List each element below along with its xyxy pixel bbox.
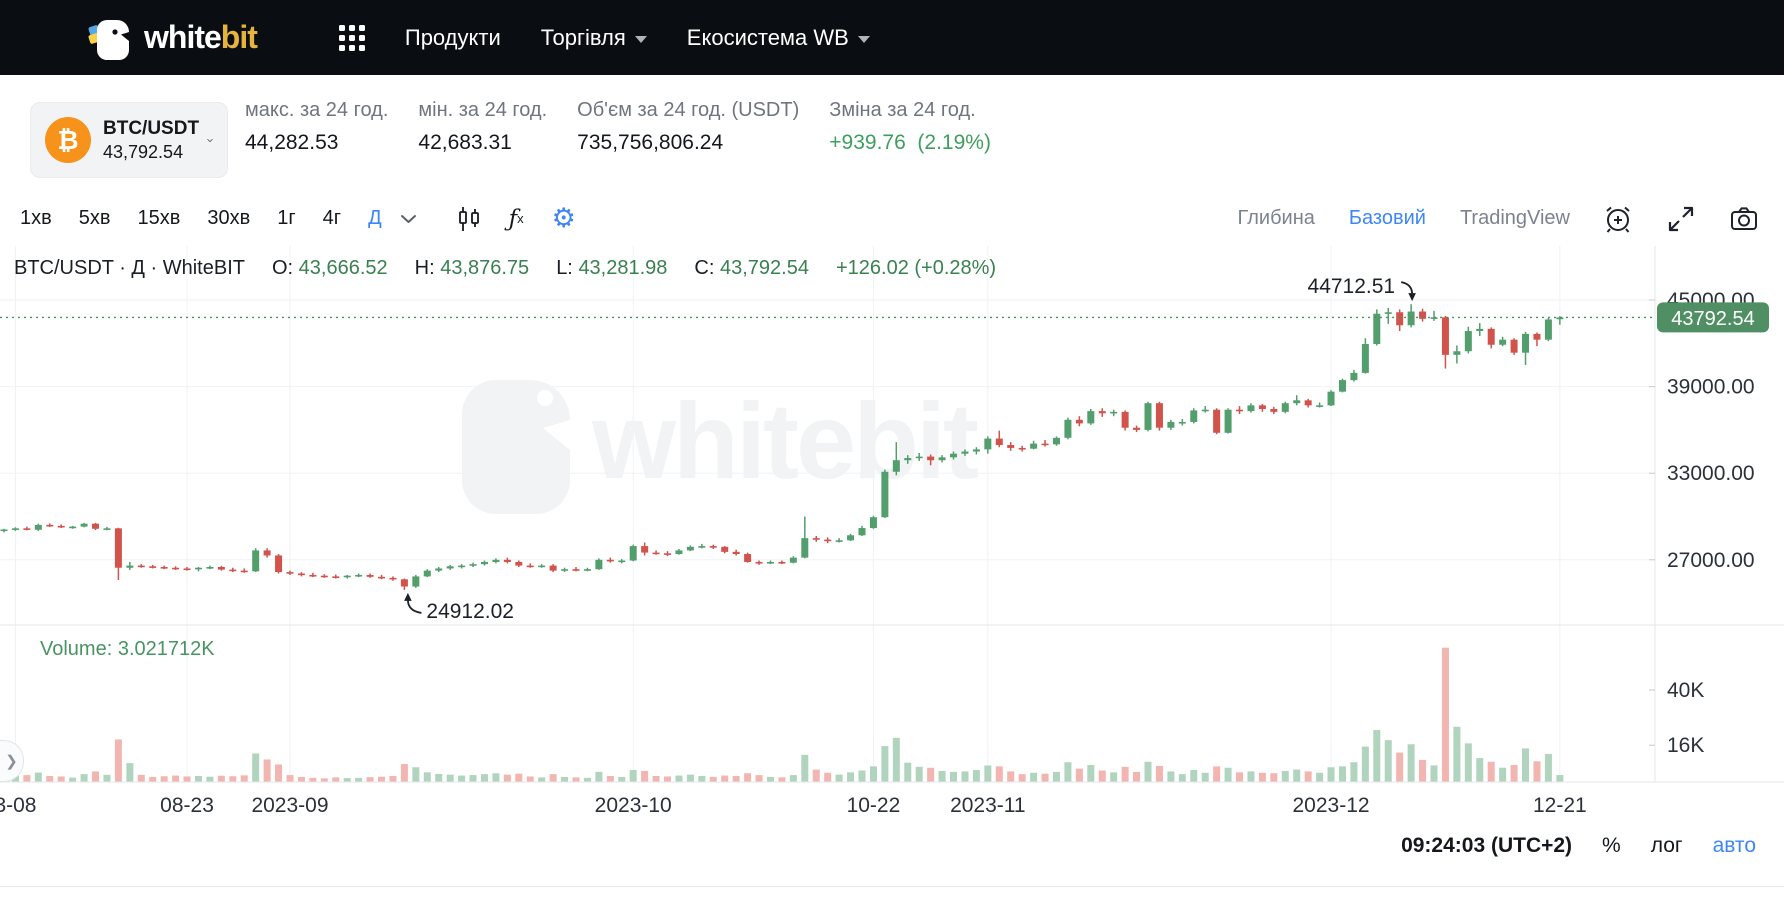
svg-text:2023-10: 2023-10 (595, 794, 672, 817)
svg-text:40K: 40K (1667, 679, 1704, 702)
timeframe-30m[interactable]: 30хв (207, 207, 251, 229)
volume-indicator-label: Volume: 3.021712K (40, 638, 215, 660)
snapshot-camera-icon[interactable] (1728, 204, 1760, 234)
svg-text:24912.02: 24912.02 (426, 600, 514, 623)
legend-change: +126.02 (+0.28%) (835, 257, 997, 279)
svg-text:2023-12: 2023-12 (1293, 794, 1370, 817)
chart-status-bar: 09:24:03 (UTC+2) % лог авто (1401, 834, 1756, 858)
settings-gear-icon[interactable]: ⚙ (551, 203, 576, 234)
pair-selector[interactable]: ₿ BTC/USDT 43,792.54 (30, 102, 228, 178)
time-axis[interactable]: 3-08 08-23 2023-09 2023-10 10-22 2023-11 2023-… (0, 794, 1587, 817)
left-panel-expander[interactable]: ❯ (0, 740, 24, 782)
tab-basic[interactable]: Базовий (1348, 207, 1426, 229)
legend-symbol: BTC/USDT · Д · WhiteBIT (14, 257, 245, 279)
top-navbar: whitebit Продукти Торгівля Екосистема WB (0, 0, 1784, 75)
chevron-down-icon (634, 35, 647, 43)
timeframe-5m[interactable]: 5хв (78, 207, 111, 229)
ohlc-legend: BTC/USDT · Д · WhiteBIT O: 43,666.52 H: … (14, 257, 997, 279)
stat-high-24h: макс. за 24 год. 44,282.53 (245, 99, 389, 154)
candle-style-icon[interactable] (457, 206, 481, 232)
svg-text:33000.00: 33000.00 (1667, 462, 1755, 485)
chart-widget: whitebit 44712.51 24912.02 45000.00 39000.00… (0, 246, 1784, 898)
stat-low-24h: мін. за 24 год. 42,683.31 (418, 99, 548, 154)
legend-high: 43,876.75 (440, 257, 530, 279)
svg-text:2023-11: 2023-11 (950, 794, 1026, 817)
fullscreen-icon[interactable] (1666, 204, 1696, 234)
tab-depth[interactable]: Глибина (1237, 207, 1315, 229)
timeframe-4h[interactable]: 4г (322, 207, 342, 229)
btc-icon: ₿ (45, 117, 91, 163)
svg-text:3-08: 3-08 (0, 794, 36, 817)
ticker-bar: ₿ BTC/USDT 43,792.54 макс. за 24 год. 44… (0, 75, 1784, 192)
svg-text:27000.00: 27000.00 (1667, 549, 1755, 572)
volume-axis: 40K 16K (1649, 679, 1704, 757)
ticker-stats: макс. за 24 год. 44,282.53 мін. за 24 го… (245, 99, 991, 155)
timeframe-15m[interactable]: 15хв (137, 207, 181, 229)
svg-text:39000.00: 39000.00 (1667, 376, 1755, 399)
chevron-down-icon (207, 138, 213, 142)
stat-volume-24h: Об'єм за 24 год. (USDT) 735,756,806.24 (577, 99, 800, 154)
toolbar-right: Глибина Базовий TradingView (1204, 191, 1760, 246)
log-scale-toggle[interactable]: лог (1650, 834, 1683, 857)
svg-text:44712.51: 44712.51 (1308, 275, 1396, 298)
whitebit-logo-text: whitebit (144, 19, 258, 55)
svg-text:2023-09: 2023-09 (251, 794, 328, 817)
whitebit-bird-icon (88, 19, 129, 60)
nav-item-products[interactable]: Продукти (404, 24, 501, 50)
legend-open: 43,666.52 (298, 257, 388, 279)
watermark: whitebit (462, 380, 981, 514)
svg-text:10-22: 10-22 (847, 794, 901, 817)
apps-grid-icon[interactable] (338, 24, 365, 51)
svg-text:whitebit: whitebit (591, 380, 978, 501)
bottom-divider (0, 886, 1784, 887)
tab-tradingview[interactable]: TradingView (1459, 207, 1570, 229)
chevron-down-icon (857, 35, 870, 43)
whitebit-logo[interactable]: whitebit (88, 16, 258, 60)
legend-close: 43,792.54 (719, 257, 809, 279)
svg-text:08-23: 08-23 (160, 794, 214, 817)
price-alert-icon[interactable] (1602, 203, 1634, 235)
timeframe-1d[interactable]: Д (368, 207, 382, 229)
svg-text:43792.54: 43792.54 (1671, 308, 1754, 330)
clock-utc: 09:24:03 (UTC+2) (1401, 834, 1573, 857)
svg-text:12-21: 12-21 (1533, 794, 1587, 817)
candles-series (0, 304, 1564, 590)
legend-low: 43,281.98 (578, 257, 668, 279)
price-chart-canvas[interactable]: whitebit44712.5124912.0245000.0039000.00… (0, 246, 1784, 898)
pair-price: 43,792.54 (103, 141, 184, 162)
price-annotations: 44712.51 24912.02 (404, 275, 1416, 623)
timeframe-dropdown-icon[interactable] (400, 214, 417, 224)
pair-name: BTC/USDT (103, 117, 200, 139)
percent-scale-toggle[interactable]: % (1602, 834, 1621, 857)
timeframe-1m[interactable]: 1хв (20, 207, 52, 229)
volume-series (0, 647, 1564, 782)
nav-item-ecosystem[interactable]: Екосистема WB (687, 25, 870, 51)
timeframe-1h[interactable]: 1г (277, 207, 296, 229)
nav-item-trade[interactable]: Торгівля (541, 25, 647, 51)
auto-scale-toggle[interactable]: авто (1712, 834, 1756, 857)
last-price-badge (1657, 302, 1769, 333)
gridlines (0, 246, 1655, 782)
svg-text:16K: 16K (1667, 734, 1704, 757)
stat-change-24h: Зміна за 24 год. +939.76 (2.19%) (829, 99, 991, 154)
